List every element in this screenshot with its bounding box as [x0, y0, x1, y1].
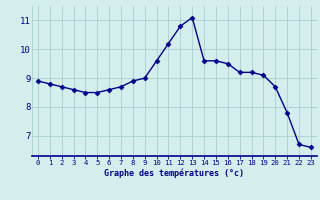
X-axis label: Graphe des températures (°c): Graphe des températures (°c) — [104, 169, 244, 178]
